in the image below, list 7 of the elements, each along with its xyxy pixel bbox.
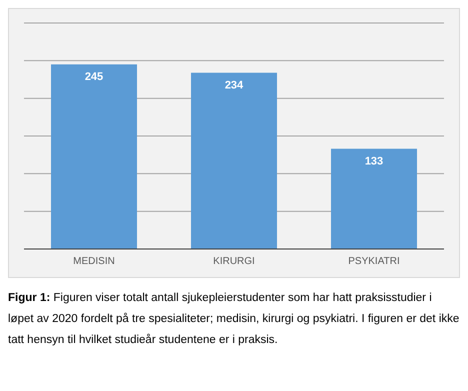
- x-tick-label: MEDISIN: [73, 256, 115, 268]
- data-label: 234: [224, 80, 244, 92]
- text: Figur 1: Figuren viser totalt antall sjukepleierstudenter som har hatt praksisstudier i løpet av 2020 fordelt på tre spesialiteter; medisin, kirurgi og psykiatri. I figuren er det ikke tatt hensyn til hvilket studieår studentene er i praksis.: [8, 292, 460, 346]
- data-label: 133: [364, 156, 384, 168]
- x-tick-label: PSYKIATRI: [348, 256, 400, 268]
- x-tick-label: KIRURGI: [213, 256, 255, 268]
- data-label: 245: [84, 71, 104, 84]
